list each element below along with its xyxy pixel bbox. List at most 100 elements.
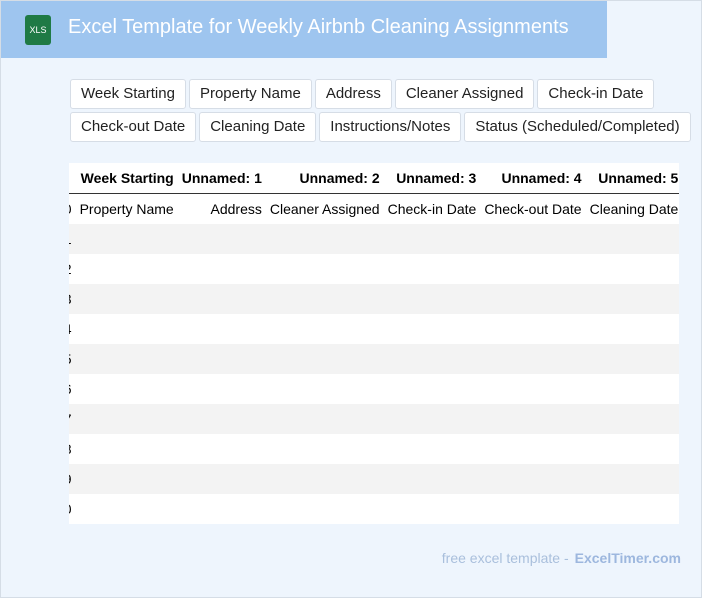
cell [182, 494, 270, 524]
row-index: 6 [69, 374, 80, 404]
row-index: 8 [69, 434, 80, 464]
table-row: 1 [69, 224, 679, 254]
cell [270, 284, 388, 314]
cell: Check-in Date [387, 201, 477, 217]
table-row: 3 [69, 284, 679, 314]
cell [484, 224, 589, 254]
cell [182, 254, 270, 284]
file-icon: XLS [25, 15, 51, 45]
table-row: 9 [69, 464, 679, 494]
table-row: 6 [69, 374, 679, 404]
cell [80, 344, 182, 374]
cell [590, 314, 679, 344]
cell [388, 284, 485, 314]
cell [590, 224, 679, 254]
tag: Check-out Date [70, 112, 197, 142]
table-row: 8 [69, 434, 679, 464]
table-row: 4 [69, 314, 679, 344]
cell [484, 314, 589, 344]
tag: Cleaner Assigned [394, 79, 535, 109]
header-bar: XLS Excel Template for Weekly Airbnb Cle… [1, 1, 607, 58]
header-row: Week Starting Unnamed: 1 Unnamed: 2 Unnamed… [69, 163, 679, 194]
cell [388, 314, 485, 344]
table-container: Week Starting Unnamed: 1 Unnamed: 2 Unnamed… [69, 163, 679, 524]
cell [388, 224, 485, 254]
footer: free excel template - ExcelTimer.com [442, 550, 681, 566]
cell [484, 494, 589, 524]
cell [590, 284, 679, 314]
cell [484, 344, 589, 374]
cell [80, 404, 182, 434]
row-index: 10 [69, 494, 80, 524]
footer-brand: ExcelTimer.com [574, 550, 681, 566]
column-header: Unnamed: 3 [387, 163, 485, 194]
cell [270, 404, 388, 434]
table-row: 10 [69, 494, 679, 524]
row-index: 0 [69, 194, 80, 225]
tag-list: Week Starting Property Name Address Cleaner… [70, 79, 695, 142]
row-index: 9 [69, 464, 80, 494]
cell [484, 464, 589, 494]
row-index: 5 [69, 344, 80, 374]
cell [484, 254, 589, 284]
table-row: 7 [69, 404, 679, 434]
title: Excel Template for Weekly Airbnb Cleanin… [68, 16, 569, 38]
cell [590, 494, 679, 524]
table-row: 2 [69, 254, 679, 284]
cell [80, 494, 182, 524]
cell [270, 434, 388, 464]
cell: Cleaner Assigned [269, 201, 380, 217]
cell [270, 494, 388, 524]
column-header: Unnamed: 5 [589, 163, 679, 194]
cell [388, 434, 485, 464]
cell [270, 464, 388, 494]
cell [388, 254, 485, 284]
cell [590, 374, 679, 404]
cell [484, 374, 589, 404]
table-row: 5 [69, 344, 679, 374]
row-index: 4 [69, 314, 80, 344]
cell [388, 404, 485, 434]
row-index: 2 [69, 254, 80, 284]
row-index: 1 [69, 224, 80, 254]
cell [80, 464, 182, 494]
tag: Check-in Date [537, 79, 655, 109]
cell [388, 464, 485, 494]
cell [80, 374, 182, 404]
cell [388, 374, 485, 404]
cell [388, 494, 485, 524]
cell [590, 464, 679, 494]
table-body: 0Property Name Address Cleaner Assigned Che… [69, 194, 679, 525]
cell: Check-out Date [484, 201, 582, 217]
tag: Cleaning Date [199, 112, 317, 142]
cell [182, 434, 270, 464]
tag: Property Name [188, 79, 312, 109]
cell [182, 224, 270, 254]
cell [484, 284, 589, 314]
tag: Instructions/Notes [319, 112, 462, 142]
cell [484, 404, 589, 434]
cell: Property Name [79, 201, 174, 217]
footer-text: free excel template - [441, 550, 569, 566]
table: Week Starting Unnamed: 1 Unnamed: 2 Unnamed… [69, 163, 679, 524]
cell [80, 314, 182, 344]
cell [270, 344, 388, 374]
cell [182, 404, 270, 434]
cell [182, 284, 270, 314]
cell [590, 254, 679, 284]
cell [182, 344, 270, 374]
cell [388, 344, 485, 374]
cell: Address [210, 201, 262, 217]
cell [182, 464, 270, 494]
cell [80, 284, 182, 314]
cell [484, 434, 589, 464]
tag: Week Starting [70, 79, 186, 109]
tag: Status (Scheduled/Completed) [464, 112, 691, 142]
cell [270, 254, 388, 284]
column-header: Week Starting [79, 163, 182, 194]
cell [270, 374, 388, 404]
cell [80, 224, 182, 254]
column-header: Unnamed: 2 [269, 163, 388, 194]
cell [270, 224, 388, 254]
